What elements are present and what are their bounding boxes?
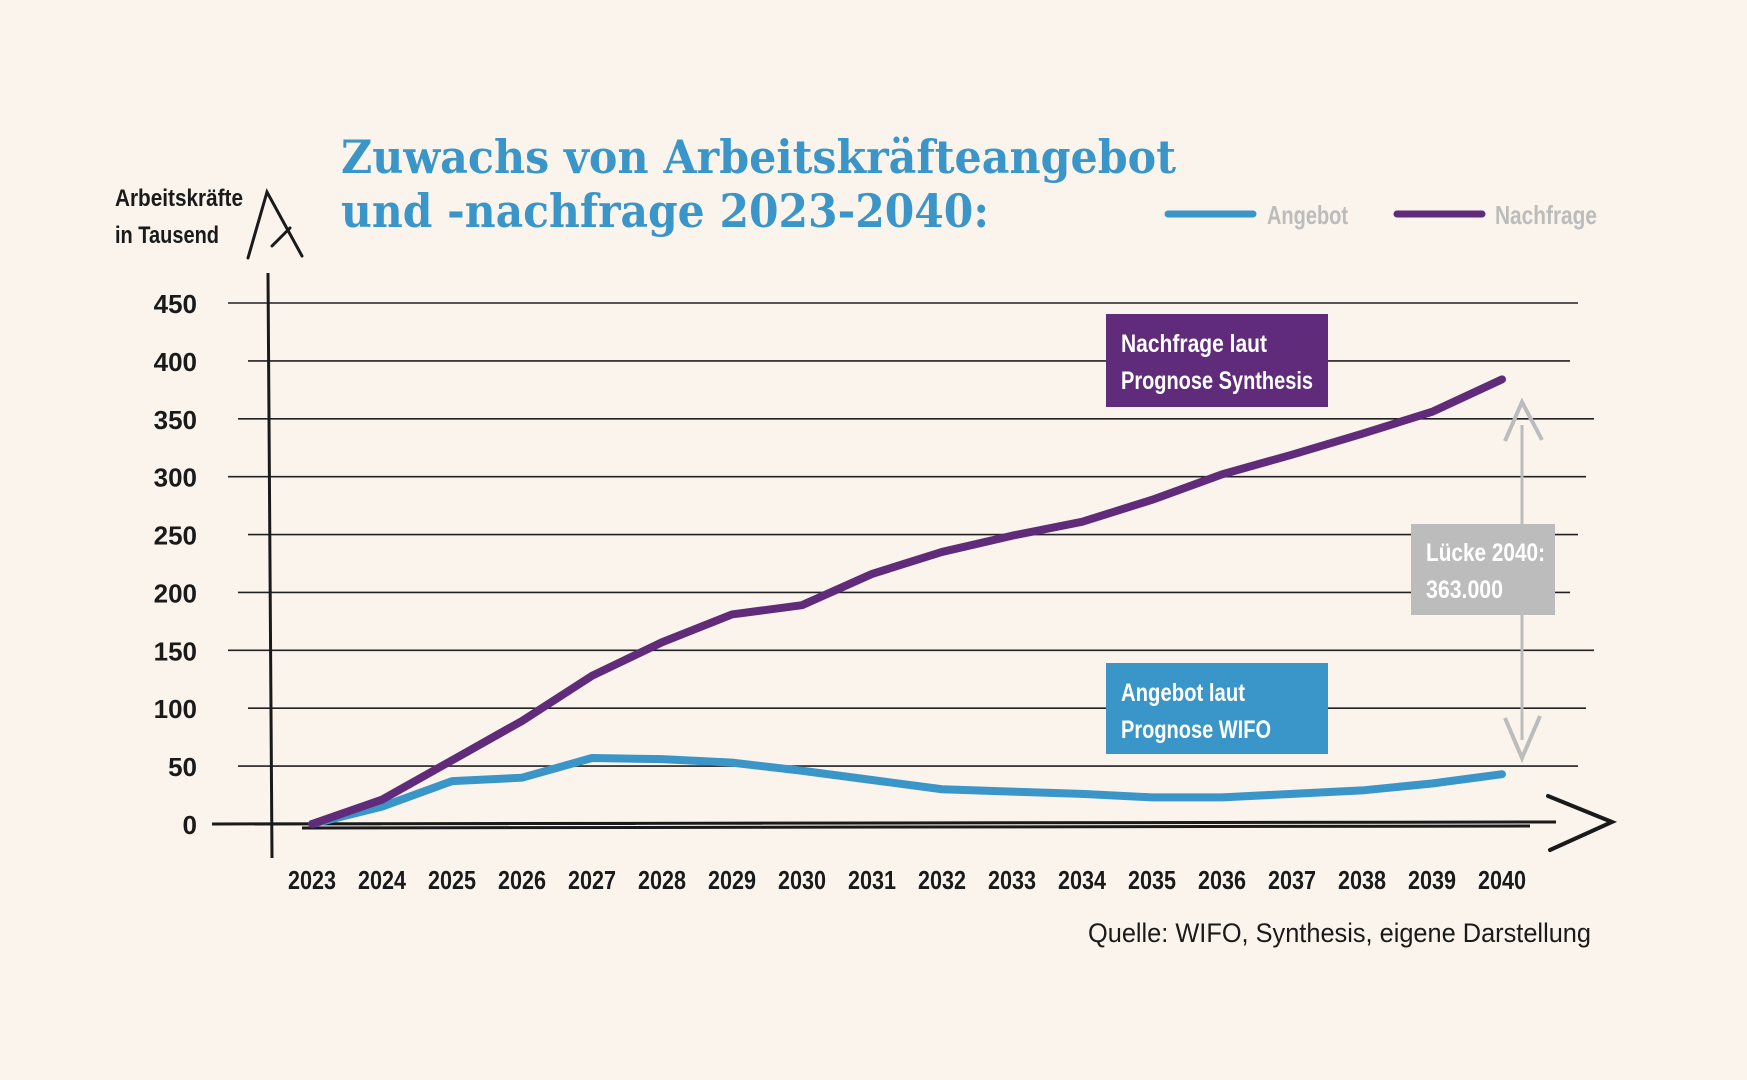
y-tick-label: 450: [154, 289, 197, 319]
x-tick-label: 2024: [358, 865, 406, 895]
x-tick-label: 2037: [1268, 865, 1316, 895]
gridlines: [228, 302, 1594, 767]
y-axis-title-line-1: Arbeitskräfte: [115, 185, 243, 212]
angebot-box-line-1: Angebot laut: [1121, 679, 1246, 707]
x-tick-label: 2039: [1408, 865, 1456, 895]
x-tick-label: 2029: [708, 865, 756, 895]
x-tick-label: 2027: [568, 865, 616, 895]
y-axis-title-line-2: in Tausend: [115, 222, 219, 249]
angebot-box: [1106, 663, 1328, 754]
y-tick-label: 400: [154, 347, 197, 377]
y-tick-label: 100: [154, 694, 197, 724]
series-line-angebot: [308, 754, 1506, 828]
gap-box-line-2: 363.000: [1426, 576, 1503, 604]
x-axis-line: [211, 820, 1557, 830]
x-tick-label: 2034: [1058, 865, 1106, 895]
x-tick-label: 2023: [288, 865, 336, 895]
y-tick-label: 0: [183, 810, 197, 840]
y-axis-line: [266, 272, 274, 859]
angebot-box-line-2: Prognose WIFO: [1121, 716, 1271, 744]
series-lines: [308, 375, 1506, 828]
gap-arrowheads: [1503, 397, 1544, 764]
nachfrage-annotation: Nachfrage laut Prognose Synthesis: [1106, 314, 1328, 407]
x-tick-label: 2026: [498, 865, 546, 895]
x-tick-label: 2025: [428, 865, 476, 895]
series-line-nachfrage: [308, 375, 1506, 828]
x-tick-label: 2040: [1478, 865, 1526, 895]
chart-title-line-1: Zuwachs von Arbeitskräfteangebot: [341, 130, 1177, 184]
legend-label-nachfrage: Nachfrage: [1495, 200, 1597, 230]
x-axis: [211, 794, 1618, 852]
gap-box: [1411, 524, 1555, 615]
legend: Angebot Nachfrage: [1164, 200, 1597, 230]
y-tick-label: 300: [154, 463, 197, 493]
angebot-annotation: Angebot laut Prognose WIFO: [1106, 663, 1328, 754]
y-axis: [246, 188, 304, 859]
gap-annotation: Lücke 2040: 363.000: [1411, 524, 1555, 615]
nachfrage-box-line-2: Prognose Synthesis: [1121, 367, 1313, 395]
y-tick-label: 250: [154, 521, 197, 551]
y-tick-label: 200: [154, 578, 197, 608]
x-tick-label: 2035: [1128, 865, 1176, 895]
x-tick-label: 2030: [778, 865, 826, 895]
y-tick-labels: 0 50 100 150 200 250 300 350 400 450: [154, 289, 197, 840]
source-note: Quelle: WIFO, Synthesis, eigene Darstell…: [1088, 918, 1591, 948]
nachfrage-box: [1106, 314, 1328, 407]
y-axis-arrowhead: [246, 188, 304, 260]
x-tick-label: 2032: [918, 865, 966, 895]
chart-title-line-2: und -nachfrage 2023-2040:: [341, 184, 989, 238]
x-tick-label: 2031: [848, 865, 896, 895]
y-tick-label: 350: [154, 405, 197, 435]
x-tick-label: 2038: [1338, 865, 1386, 895]
y-tick-label: 50: [168, 752, 197, 782]
nachfrage-box-line-1: Nachfrage laut: [1121, 330, 1268, 358]
x-tick-labels: 2023 2024 2025 2026 2027 2028 2029 2030 2031 2032…: [288, 865, 1526, 895]
gap-box-line-1: Lücke 2040:: [1426, 539, 1545, 567]
legend-label-angebot: Angebot: [1267, 200, 1348, 230]
x-tick-label: 2033: [988, 865, 1036, 895]
y-tick-label: 150: [154, 636, 197, 666]
x-tick-label: 2028: [638, 865, 686, 895]
x-tick-label: 2036: [1198, 865, 1246, 895]
x-axis-arrowhead: [1546, 794, 1618, 852]
